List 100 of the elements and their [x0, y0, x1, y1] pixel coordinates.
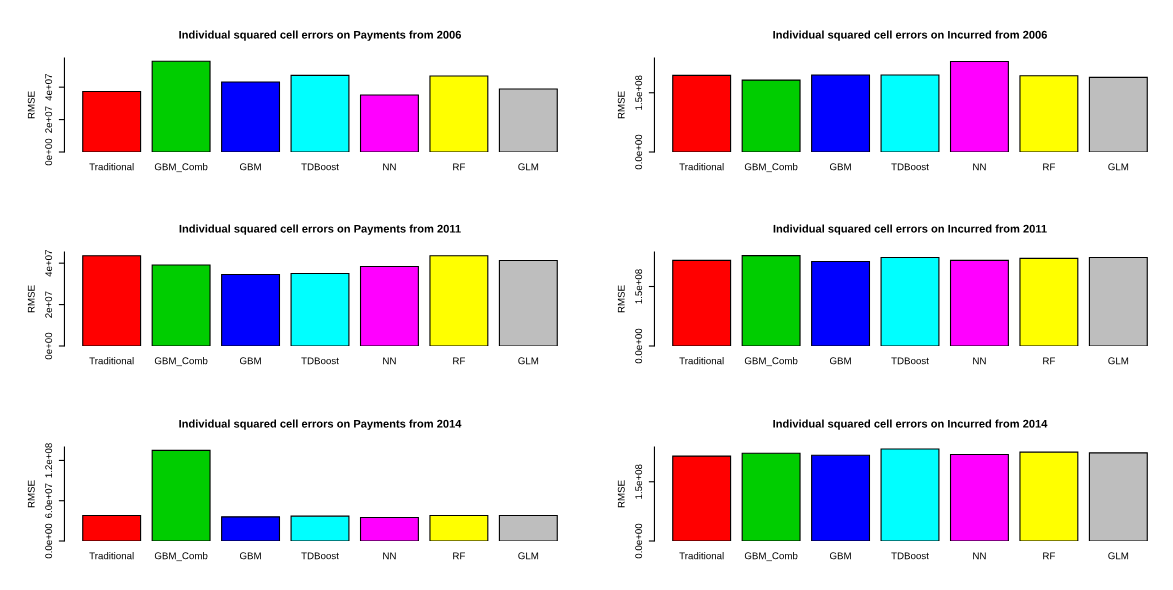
x-tick-label: TDBoost [891, 357, 929, 365]
x-tick-label: Traditional [679, 552, 724, 560]
y-tick-label: 0.0e+00 [45, 523, 53, 559]
x-tick-label: NN [383, 163, 396, 171]
bar [1088, 452, 1148, 541]
x-tick-label: RF [453, 357, 465, 365]
bar [949, 453, 1009, 541]
bar [1019, 451, 1079, 541]
x-tick-label: TDBoost [301, 163, 339, 171]
bar [221, 81, 281, 152]
bar [741, 79, 801, 152]
x-tick-label: RF [453, 552, 465, 560]
bar [672, 455, 732, 541]
x-tick-label: RF [1043, 552, 1055, 560]
bar [811, 454, 871, 541]
x-tick-label: GBM_Comb [744, 163, 798, 173]
chart-title: Individual squared cell errors on Payments from 2006 [179, 30, 462, 41]
x-tick-label: NN [383, 357, 396, 365]
bar [290, 74, 350, 152]
y-tick-label: 4e+07 [45, 74, 53, 101]
y-tick-label: 1.2e+08 [45, 443, 53, 478]
bar [498, 88, 558, 152]
x-tick-label: GBM [239, 163, 261, 171]
y-tick-label: 6.0e+07 [45, 483, 53, 518]
bar [221, 516, 281, 541]
x-tick-label: TDBoost [301, 552, 339, 560]
y-axis-title: RMSE [617, 91, 625, 119]
bar [1088, 76, 1148, 152]
bar [880, 74, 940, 152]
x-tick-label: GBM_Comb [154, 163, 208, 173]
chart-title: Individual squared cell errors on Incurred from 2014 [773, 419, 1048, 430]
x-tick-label: GLM [518, 552, 539, 560]
x-tick-label: NN [973, 357, 986, 365]
x-tick-label: GBM [239, 552, 261, 560]
chart-title: Individual squared cell errors on Payments from 2011 [179, 224, 461, 235]
x-tick-label: GBM [239, 357, 261, 365]
bar [1019, 75, 1079, 152]
bar [498, 259, 558, 346]
bar [290, 515, 350, 541]
bar [82, 90, 142, 152]
y-tick-label: 0e+00 [45, 332, 53, 360]
chart-title: Individual squared cell errors on Incurred from 2011 [773, 224, 1047, 235]
x-tick-label: GBM [829, 552, 851, 560]
x-tick-label: GLM [1108, 552, 1129, 560]
bar [82, 255, 142, 346]
x-tick-label: NN [973, 552, 986, 560]
x-tick-label: Traditional [89, 357, 134, 365]
bar [221, 274, 281, 346]
bar [498, 514, 558, 541]
y-axis-title: RMSE [27, 91, 35, 119]
y-tick-label: 1.5e+08 [635, 464, 643, 499]
y-tick-label: 4e+07 [45, 250, 53, 277]
x-tick-label: GLM [1108, 163, 1129, 171]
x-tick-label: GBM [829, 163, 851, 171]
y-tick-label: 2e+07 [45, 291, 53, 318]
x-tick-label: Traditional [679, 357, 724, 365]
y-axis-title: RMSE [617, 480, 625, 508]
bar [82, 514, 142, 541]
bar [429, 255, 489, 346]
y-tick-label: 1.5e+08 [635, 269, 643, 304]
bar [151, 449, 211, 541]
x-tick-label: GBM_Comb [744, 552, 798, 562]
bar [290, 272, 350, 346]
bar [741, 452, 801, 541]
x-tick-label: RF [1043, 163, 1055, 171]
y-tick-label: 0.0e+00 [635, 134, 643, 170]
y-axis-title: RMSE [617, 285, 625, 313]
bar [359, 516, 419, 541]
x-tick-label: GBM [829, 357, 851, 365]
y-axis-title: RMSE [27, 480, 35, 508]
bar [949, 60, 1009, 152]
chart-title: Individual squared cell errors on Incurred from 2006 [773, 30, 1047, 41]
x-tick-label: Traditional [679, 163, 724, 171]
y-tick-label: 0.0e+00 [635, 328, 643, 364]
x-tick-label: GBM_Comb [744, 357, 798, 367]
x-tick-label: Traditional [89, 552, 134, 560]
x-tick-label: GLM [518, 163, 539, 171]
y-axis-title: RMSE [27, 285, 35, 313]
bar [151, 264, 211, 346]
x-tick-label: TDBoost [891, 163, 929, 171]
y-tick-label: 2e+07 [45, 106, 53, 133]
bar [429, 514, 489, 541]
x-tick-label: GBM_Comb [154, 552, 208, 562]
x-tick-label: Traditional [89, 163, 134, 171]
x-tick-label: RF [453, 163, 465, 171]
y-tick-label: 1.5e+08 [635, 75, 643, 110]
bar [151, 60, 211, 152]
x-tick-label: NN [383, 552, 396, 560]
chart-title: Individual squared cell errors on Payments from 2014 [179, 419, 462, 430]
bar [359, 265, 419, 346]
x-tick-label: GLM [1108, 357, 1129, 365]
x-tick-label: NN [973, 163, 986, 171]
y-tick-label: 0e+00 [45, 138, 53, 166]
x-tick-label: GBM_Comb [154, 357, 208, 367]
bar [429, 75, 489, 152]
x-tick-label: GLM [518, 357, 539, 365]
bar [880, 448, 940, 541]
x-tick-label: TDBoost [301, 357, 339, 365]
x-tick-label: TDBoost [891, 552, 929, 560]
x-tick-label: RF [1043, 357, 1055, 365]
